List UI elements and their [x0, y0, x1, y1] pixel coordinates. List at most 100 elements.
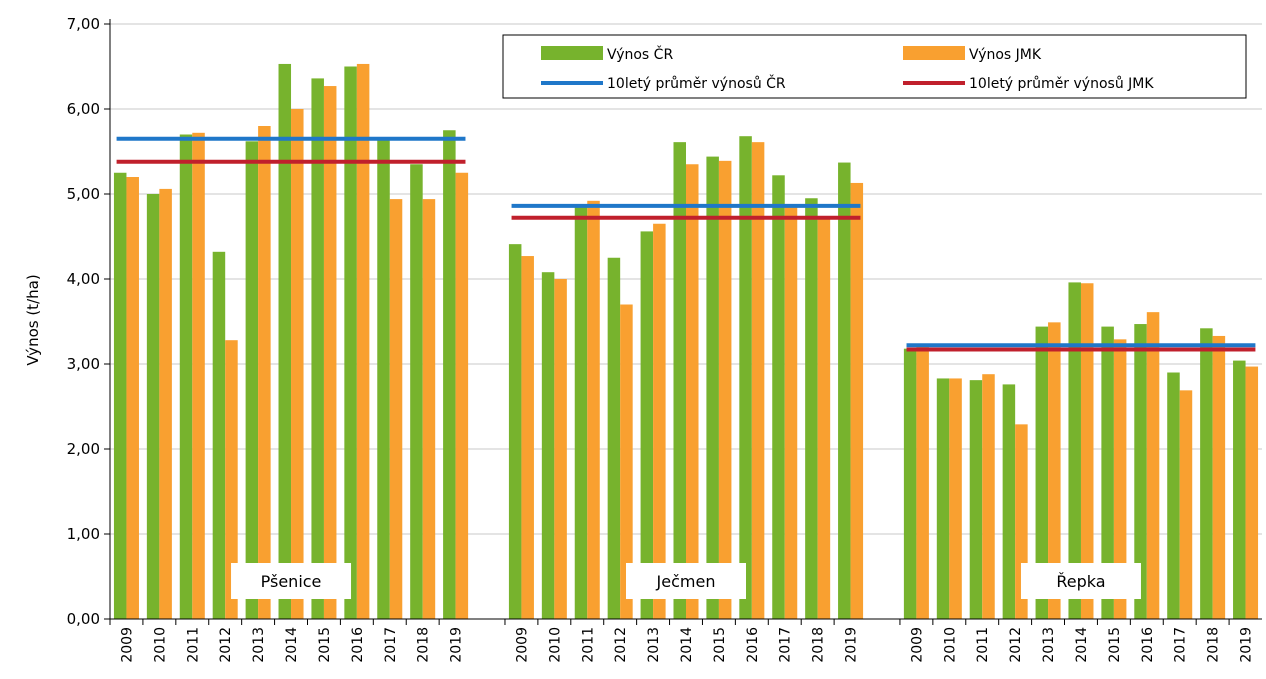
x-tick-label: 2015 — [712, 627, 728, 663]
x-tick-label: 2018 — [416, 627, 432, 663]
x-tick-label: 2016 — [745, 627, 761, 663]
y-tick-label: 1,00 — [67, 525, 100, 543]
y-tick-label: 3,00 — [67, 355, 100, 373]
bar-jmk — [225, 340, 238, 619]
bar-cr — [113, 172, 127, 619]
bar-cr — [607, 257, 621, 619]
legend-label: 10letý průměr výnosů JMK — [969, 76, 1154, 92]
bar-cr — [805, 198, 818, 619]
x-tick-label: 2019 — [449, 627, 465, 663]
x-tick-label: 2009 — [120, 627, 136, 663]
bar-cr — [1134, 324, 1147, 619]
y-tick-labels: 0,00 1,00 2,00 3,00 4,00 5,00 6,00 7,00 — [67, 15, 100, 628]
x-tick-label: 2009 — [514, 627, 530, 663]
x-tick-label: 2010 — [152, 627, 168, 663]
bar-jmk — [850, 182, 864, 619]
legend-box — [502, 34, 1247, 99]
bar-jmk — [291, 109, 304, 619]
y-axis-label: Výnos (t/ha) — [24, 274, 42, 365]
bar-cr — [410, 164, 423, 619]
y-tick-label: 4,00 — [67, 270, 100, 288]
bar-jmk — [323, 86, 337, 620]
bar-jmk — [587, 200, 600, 620]
group-labels: Pšenice Ječmen Řepka — [231, 563, 1141, 599]
bar-cr — [574, 206, 588, 619]
bar-jmk — [1212, 335, 1226, 619]
x-tick-label: 2013 — [646, 627, 662, 663]
bar-cr — [1233, 360, 1246, 619]
bar-jmk — [817, 217, 831, 620]
bar-cr — [1068, 282, 1081, 619]
x-tick-label: 2018 — [1206, 627, 1222, 663]
bar-cr — [245, 141, 259, 620]
bar-jmk — [159, 188, 172, 619]
bar-cr — [1167, 372, 1180, 619]
average-lines — [116, 136, 1256, 352]
x-tick-label: 2010 — [547, 627, 563, 663]
legend-swatch — [541, 46, 603, 60]
bar-jmk — [1179, 390, 1193, 619]
x-tick-label: 2019 — [1239, 627, 1255, 663]
bar-jmk — [653, 223, 666, 619]
bar-cr — [772, 175, 785, 620]
bar-cr — [936, 378, 950, 619]
bar-cr — [1002, 384, 1016, 619]
bar-jmk — [620, 304, 633, 619]
group-label-box — [1020, 563, 1141, 599]
bar-jmk — [686, 164, 699, 619]
y-tick-label: 2,00 — [67, 440, 100, 458]
group-label: Pšenice — [261, 572, 322, 591]
bar-cr — [739, 136, 752, 619]
x-tick-label: 2011 — [185, 627, 201, 663]
bar-cr — [377, 140, 390, 619]
bar-cr — [1101, 326, 1114, 619]
bar-cr — [179, 134, 193, 619]
bar-cr — [146, 194, 160, 619]
bar-cr — [838, 162, 851, 620]
x-tick-label: 2014 — [284, 627, 300, 663]
x-tick-label: 2017 — [383, 627, 399, 663]
legend-label: Výnos ČR — [607, 45, 673, 63]
legend: Výnos ČR Výnos JMK 10letý průměr výnosů ČR… — [502, 34, 1247, 99]
y-tick-label: 0,00 — [67, 610, 100, 628]
x-tick-label: 2013 — [251, 627, 267, 663]
x-tick-label: 2012 — [1008, 627, 1024, 663]
bar-jmk — [422, 199, 436, 619]
x-tick-label: 2012 — [218, 627, 234, 663]
bar-jmk — [916, 347, 929, 619]
bar-jmk — [1113, 339, 1127, 619]
group-label-box — [626, 563, 746, 599]
x-tick-label: 2013 — [1041, 627, 1057, 663]
bar-cr — [673, 142, 686, 619]
bar-jmk — [718, 160, 732, 619]
bar-jmk — [389, 199, 403, 619]
bar-cr — [344, 66, 357, 619]
x-tick-label: 2014 — [679, 627, 695, 663]
x-tick-label: 2016 — [1140, 627, 1156, 663]
bar-jmk — [784, 204, 798, 619]
bar-jmk — [751, 142, 765, 619]
x-tick-label: 2011 — [975, 627, 991, 663]
x-tick-label: 2010 — [942, 627, 958, 663]
bar-cr — [969, 380, 983, 619]
bar-jmk — [1146, 312, 1160, 619]
x-tick-label: 2017 — [1173, 627, 1189, 663]
bar-jmk — [356, 63, 370, 619]
bar-jmk — [949, 378, 962, 619]
bar-jmk — [192, 132, 205, 620]
bar-cr — [278, 63, 292, 619]
bar-cr — [903, 348, 917, 619]
x-tick-label: 2014 — [1074, 627, 1090, 663]
bar-cr — [311, 78, 324, 619]
x-tick-label: 2009 — [909, 627, 925, 663]
x-tick-label: 2019 — [844, 627, 860, 663]
y-tick-label: 6,00 — [67, 100, 100, 118]
bar-cr — [640, 231, 654, 619]
bar-jmk — [455, 172, 469, 619]
bar-cr — [508, 244, 522, 619]
bar-jmk — [126, 177, 139, 619]
bar-cr — [212, 251, 226, 620]
bar-jmk — [1245, 366, 1259, 619]
x-tick-label: 2016 — [350, 627, 366, 663]
